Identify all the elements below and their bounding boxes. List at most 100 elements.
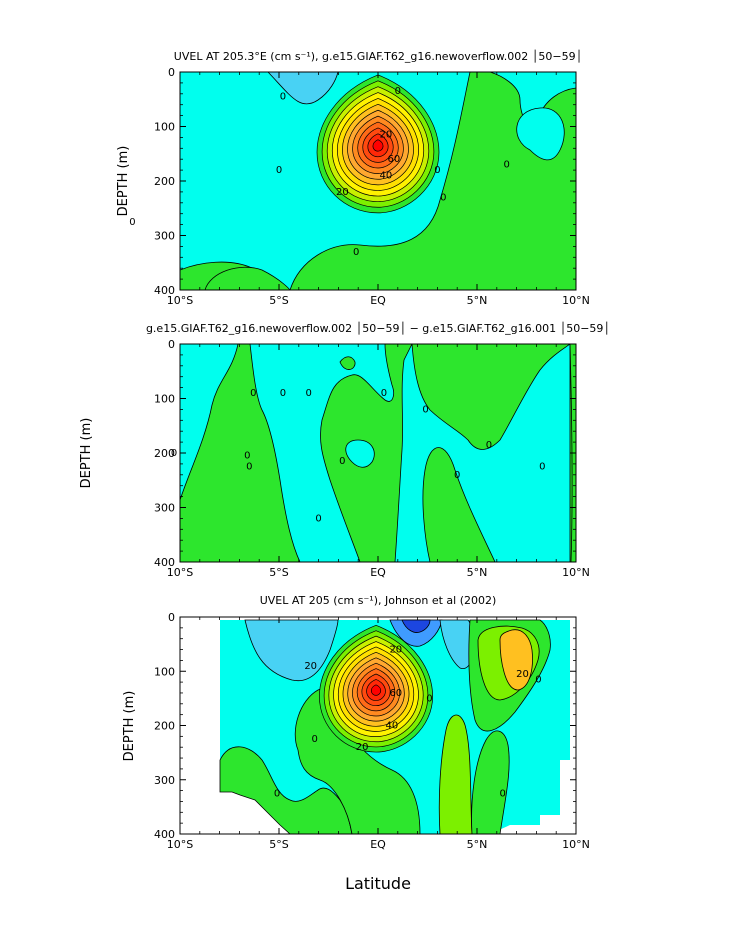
contour-label: 20 — [380, 130, 393, 141]
contour-label: 0 — [274, 788, 280, 799]
contour-label: 60 — [389, 688, 402, 699]
panel-2-cyan-east — [394, 344, 571, 562]
contour-label: 0 — [539, 462, 545, 473]
x-tick-label: 10°N — [562, 566, 590, 579]
contour-label: 0 — [280, 388, 286, 399]
contour-label: 0 — [129, 217, 135, 228]
y-tick-label: 0 — [168, 611, 175, 624]
x-tick-label: 10°S — [167, 838, 193, 851]
panel-3-jet — [319, 624, 433, 753]
y-tick-label: 300 — [154, 502, 175, 515]
y-tick-label: 100 — [154, 393, 175, 406]
panel-3-green-strip-east — [471, 730, 510, 834]
y-tick-label: 0 — [168, 338, 175, 351]
panel-2-ylabel: DEPTH (m) — [79, 418, 94, 489]
panel-1-blue-pocket — [267, 72, 339, 105]
x-tick-label: 5°S — [269, 838, 288, 851]
contour-label: 0 — [353, 247, 359, 258]
panel-3-ylabel: DEPTH (m) — [122, 691, 137, 762]
panel-1-cyan-pocket-east — [516, 107, 565, 161]
panel-2: g.e15.GIAF.T62_g16.newoverflow.002 │50−5… — [79, 321, 610, 579]
panel-1-jet — [316, 74, 440, 214]
contour-label: 0 — [315, 513, 321, 524]
x-tick-label: EQ — [370, 838, 386, 851]
panel-1-title: UVEL AT 205.3°E (cm s⁻¹), g.e15.GIAF.T62… — [174, 49, 582, 63]
x-tick-label: 5°N — [467, 294, 488, 307]
contour-label: 0 — [171, 448, 177, 459]
x-tick-label: EQ — [370, 566, 386, 579]
panel-1-ylabel: DEPTH (m) — [116, 146, 131, 217]
panel-2-axes: 10°S 5°S EQ 5°N 10°N 0 100 200 300 400 — [154, 338, 590, 579]
panel-3-title: UVEL AT 205 (cm s⁻¹), Johnson et al (200… — [260, 594, 497, 607]
y-tick-label: 400 — [154, 828, 175, 841]
x-tick-label: 10°S — [167, 294, 193, 307]
y-tick-label: 400 — [154, 284, 175, 297]
contour-label: 20 — [356, 742, 369, 753]
jet-contour-band — [372, 139, 384, 152]
x-axis-label: Latitude — [345, 874, 411, 893]
panel-2-green-small — [339, 356, 356, 370]
contour-label: 0 — [339, 456, 345, 467]
y-tick-label: 200 — [154, 447, 175, 460]
contour-label: 0 — [246, 462, 252, 473]
panel-3-deep-blue-core — [401, 619, 431, 633]
contour-label: 40 — [380, 171, 393, 182]
contour-label: 0 — [486, 440, 492, 451]
panel-3: UVEL AT 205 (cm s⁻¹), Johnson et al (200… — [122, 594, 590, 851]
y-tick-label: 0 — [168, 66, 175, 79]
panel-3-contour-labels: 20 20 60 40 20 20 0 0 0 0 0 — [274, 645, 542, 800]
panel-1: UVEL AT 205.3°E (cm s⁻¹), g.e15.GIAF.T62… — [116, 49, 590, 307]
contour-label: 60 — [387, 154, 400, 165]
x-tick-label: 5°S — [269, 566, 288, 579]
contour-label: 0 — [381, 388, 387, 399]
x-tick-label: EQ — [370, 294, 386, 307]
x-tick-label: 5°N — [467, 838, 488, 851]
contour-label: 20 — [389, 645, 402, 656]
panel-3-gold-north — [499, 629, 533, 691]
y-tick-label: 200 — [154, 720, 175, 733]
panel-2-cyan-west — [180, 344, 239, 501]
y-tick-label: 300 — [154, 230, 175, 243]
panel-3-plot — [180, 617, 576, 834]
contour-label: 0 — [535, 674, 541, 685]
y-tick-label: 300 — [154, 774, 175, 787]
panel-2-cyan-blob — [345, 439, 375, 468]
contour-label: 40 — [385, 721, 398, 732]
panel-1-green-west-lobe — [204, 266, 291, 290]
y-tick-label: 400 — [154, 556, 175, 569]
contour-label: 0 — [311, 734, 317, 745]
contour-label: 0 — [306, 388, 312, 399]
contour-label: 0 — [422, 404, 428, 415]
contour-label: 0 — [395, 86, 401, 97]
contour-label: 20 — [304, 661, 317, 672]
y-tick-label: 100 — [154, 121, 175, 134]
x-tick-label: 5°N — [467, 566, 488, 579]
x-tick-label: 10°S — [167, 566, 193, 579]
contour-label: 0 — [280, 92, 286, 103]
y-tick-label: 200 — [154, 175, 175, 188]
x-tick-label: 10°N — [562, 838, 590, 851]
y-tick-label: 100 — [154, 665, 175, 678]
panel-2-plot — [180, 344, 576, 562]
jet-contour-band — [370, 684, 382, 696]
contour-label: 20 — [336, 187, 349, 198]
contour-label: 0 — [426, 693, 432, 704]
x-tick-label: 5°S — [269, 294, 288, 307]
panel-1-plot — [180, 72, 576, 290]
panel-2-cyan-central — [249, 344, 394, 562]
contour-label: 0 — [250, 388, 256, 399]
contour-label: 0 — [276, 165, 282, 176]
panel-3-green-central — [294, 688, 421, 834]
contour-label: 0 — [500, 788, 506, 799]
contour-label: 0 — [440, 192, 446, 203]
panel-3-blue-core — [389, 619, 443, 647]
contour-label: 0 — [434, 165, 440, 176]
panel-1-green-east — [289, 72, 576, 290]
contour-label: 0 — [504, 160, 510, 171]
panel-3-lime-strip — [438, 714, 473, 834]
